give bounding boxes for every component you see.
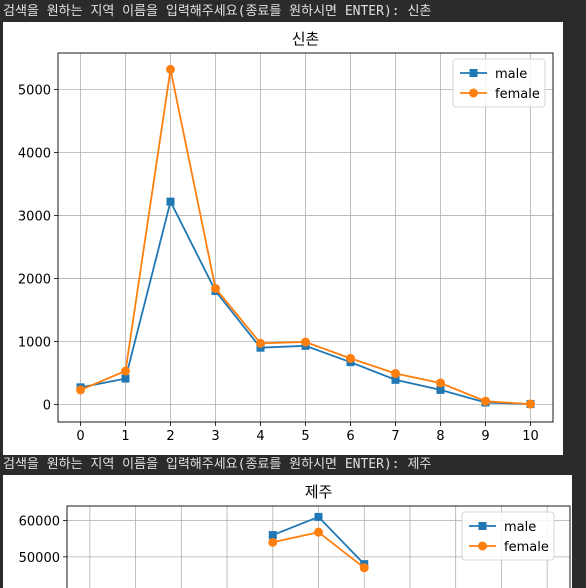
y-tick-label: 50000 <box>19 551 60 566</box>
x-tick-label: 10 <box>522 429 539 444</box>
y-tick-label: 3000 <box>18 209 51 224</box>
data-point-female <box>346 353 355 363</box>
data-point-female <box>268 537 278 547</box>
line-chart-sinchon: 0 1 2 3 4 5 6 7 8 9 10 0 1000 2000 3000 4000 5000 신촌 male f… <box>18 30 554 444</box>
x-tick-label: 4 <box>256 429 264 444</box>
data-point-female <box>121 366 130 376</box>
y-tick-label: 5000 <box>18 84 51 99</box>
x-tick-label: 7 <box>391 429 399 444</box>
data-point-female <box>301 337 310 347</box>
data-point-male <box>121 374 130 383</box>
legend-label-male: male <box>495 67 527 82</box>
data-point-female <box>314 527 323 537</box>
series-female <box>268 527 369 573</box>
x-tick-label: 2 <box>166 429 174 444</box>
console-prompt-line-2: 검색을 원하는 지역 이름을 입력해주세요(종료를 원하시면 ENTER): 제… <box>3 457 432 472</box>
plot-area-frame <box>66 505 571 588</box>
legend-label-male: male <box>504 520 536 535</box>
legend-label-female: female <box>504 540 549 555</box>
x-tick-label: 5 <box>301 429 309 444</box>
y-tick-label: 60000 <box>19 515 60 530</box>
data-point-male <box>314 512 323 521</box>
chart-title: 제주 <box>305 483 333 501</box>
chart-panel-sinchon: 0 1 2 3 4 5 6 7 8 9 10 0 1000 2000 3000 4000 5000 신촌 male f… <box>3 22 563 455</box>
legend-marker-female <box>478 541 487 551</box>
legend-marker-male <box>478 522 487 530</box>
plot-area-frame <box>57 52 554 423</box>
legend-label-female: female <box>495 87 540 102</box>
legend-marker-female <box>469 88 478 98</box>
y-tick-label: 2000 <box>18 272 51 287</box>
y-tick-label: 0 <box>43 398 51 413</box>
x-tick-label: 8 <box>436 429 444 444</box>
data-point-female <box>166 64 175 74</box>
chart-title: 신촌 <box>292 30 320 48</box>
y-tick-label: 1000 <box>18 335 51 350</box>
y-tick-label: 4000 <box>18 146 51 161</box>
data-point-female <box>481 396 490 406</box>
x-tick-label: 9 <box>481 429 489 444</box>
data-point-female <box>359 563 369 573</box>
data-point-female <box>211 284 220 294</box>
data-point-female <box>391 369 400 379</box>
console-prompt-line-1: 검색을 원하는 지역 이름을 입력해주세요(종료를 원하시면 ENTER): 신… <box>3 4 432 19</box>
data-point-female <box>436 378 445 388</box>
data-point-female <box>526 399 535 409</box>
x-tick-label: 3 <box>211 429 219 444</box>
data-point-male <box>436 385 445 394</box>
chart-panel-jeju: 50000 60000 제주 male female <box>3 475 572 588</box>
line-chart-jeju: 50000 60000 제주 male female <box>19 483 571 588</box>
data-point-male <box>268 531 277 540</box>
x-tick-label: 0 <box>76 429 84 444</box>
legend-marker-male <box>469 69 478 77</box>
x-tick-label: 6 <box>346 429 354 444</box>
data-point-male <box>391 375 400 384</box>
data-point-female <box>256 338 265 348</box>
series-female <box>76 64 535 409</box>
data-point-male <box>166 197 175 206</box>
x-tick-label: 1 <box>121 429 129 444</box>
data-point-female <box>76 385 85 395</box>
